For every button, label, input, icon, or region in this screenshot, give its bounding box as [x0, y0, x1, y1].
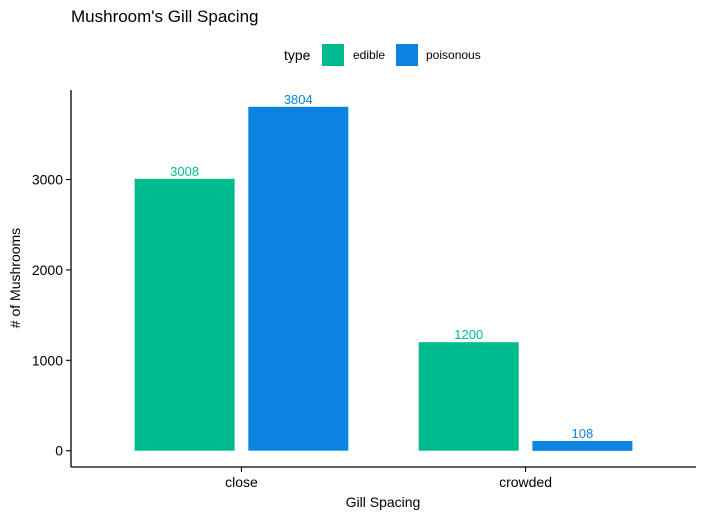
x-tick-label: close — [225, 474, 258, 490]
bar-labels-layer: 3008 3804 1200 108 — [170, 92, 593, 441]
y-tick-label: 2000 — [32, 262, 63, 278]
x-axis-label: Gill Spacing — [346, 494, 421, 510]
legend-label-poisonous: poisonous — [426, 48, 481, 62]
bar-poisonous-crowded — [532, 441, 633, 451]
x-ticks: close crowded — [225, 467, 552, 490]
y-axis-label: # of Mushrooms — [7, 228, 23, 328]
data-label-edible-crowded: 1200 — [454, 327, 483, 342]
bar-edible-crowded — [418, 342, 519, 451]
bars-layer — [134, 106, 633, 451]
data-label-poisonous-crowded: 108 — [572, 426, 594, 441]
legend: type edible poisonous — [284, 44, 481, 66]
y-tick-label: 0 — [55, 443, 63, 459]
legend-label-edible: edible — [353, 48, 385, 62]
chart-title: Mushroom's Gill Spacing — [71, 7, 258, 26]
data-label-poisonous-close: 3804 — [284, 92, 313, 107]
bar-poisonous-close — [248, 106, 349, 451]
y-tick-label: 1000 — [32, 352, 63, 368]
legend-swatch-edible — [322, 44, 344, 66]
data-label-edible-close: 3008 — [170, 164, 199, 179]
y-tick-label: 3000 — [32, 172, 63, 188]
legend-title: type — [284, 47, 311, 63]
legend-swatch-poisonous — [396, 44, 418, 66]
y-ticks: 0 1000 2000 3000 — [32, 172, 71, 459]
bar-edible-close — [134, 178, 235, 451]
x-tick-label: crowded — [499, 474, 552, 490]
